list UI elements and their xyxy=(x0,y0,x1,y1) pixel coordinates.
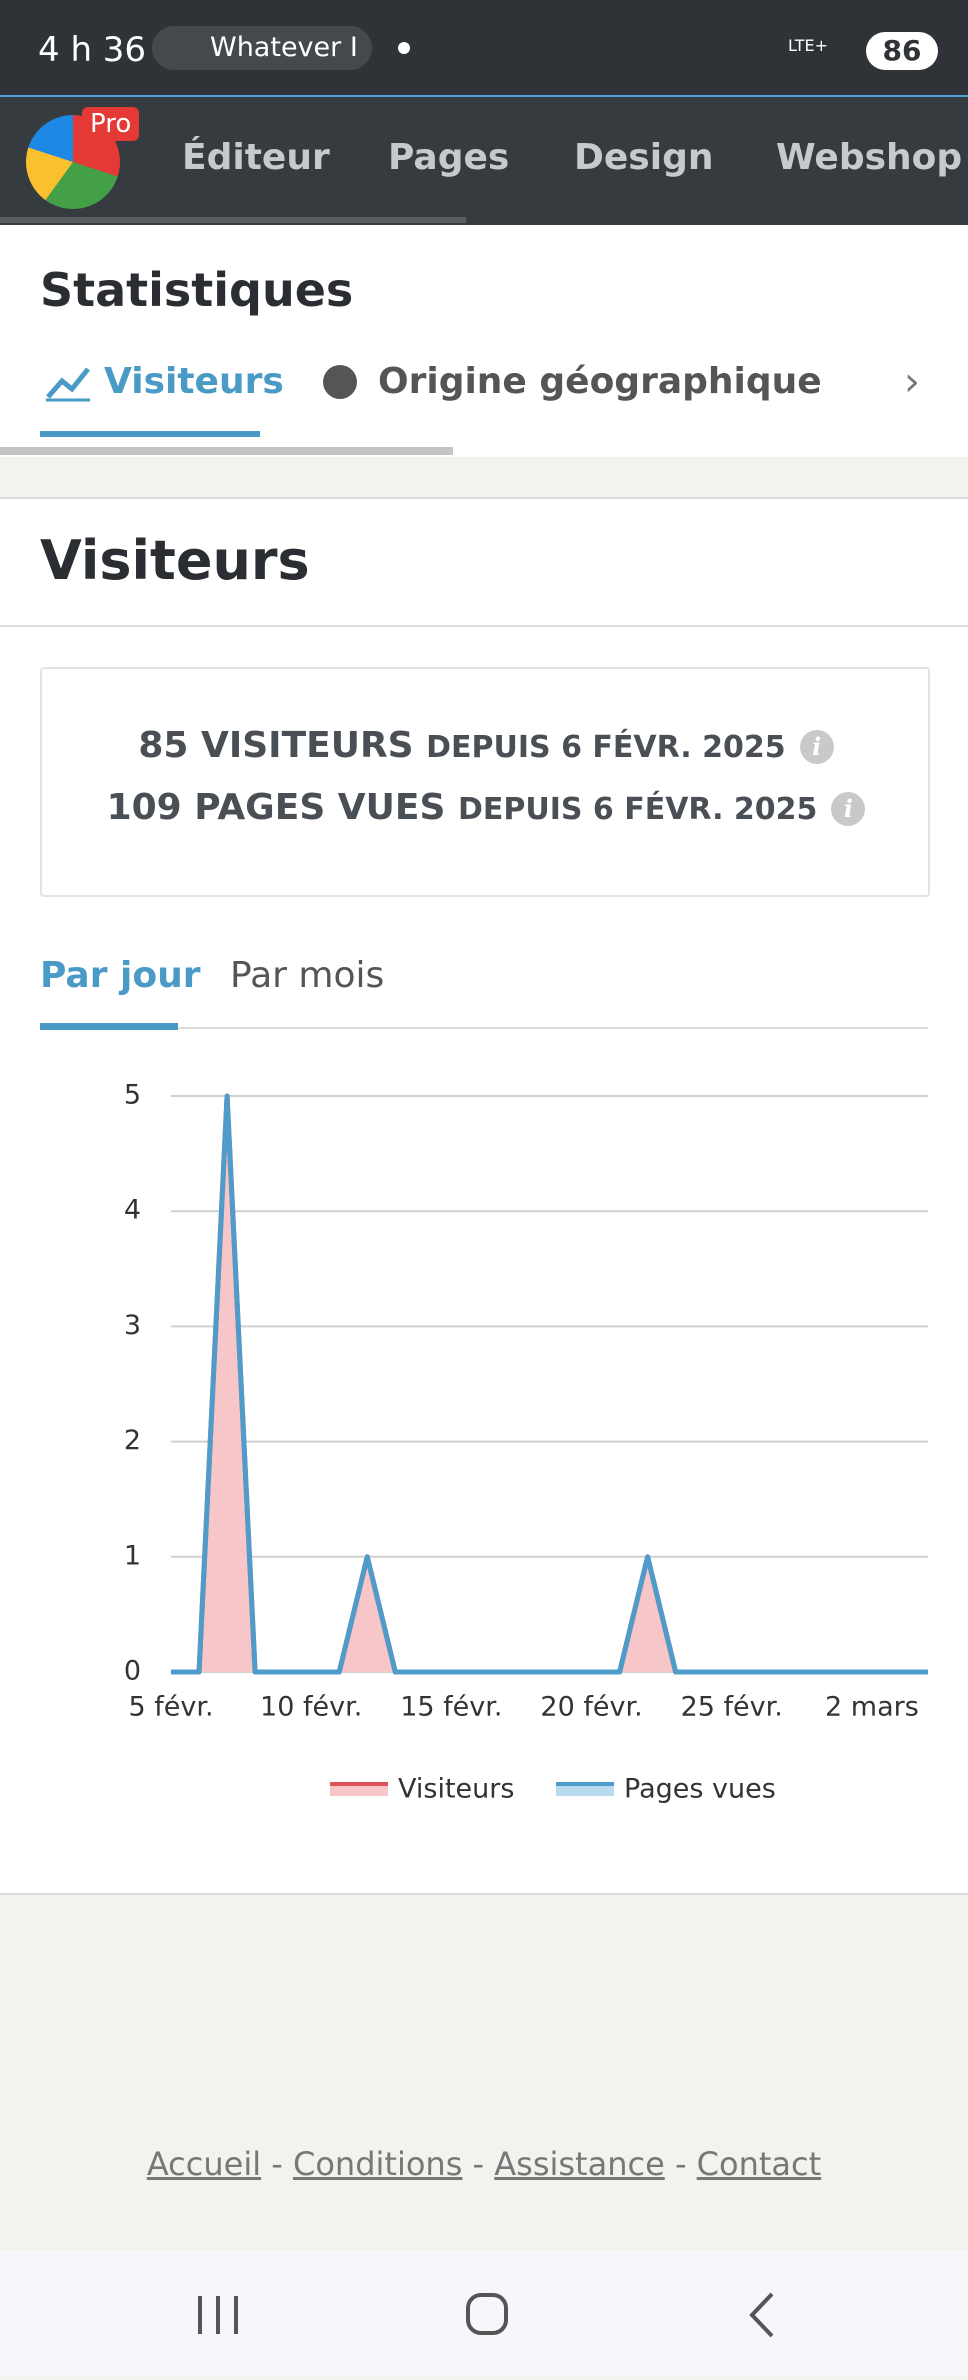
nav-item[interactable]: Pages xyxy=(388,137,510,178)
line xyxy=(171,1093,928,1675)
battery: 86 xyxy=(866,32,938,70)
summary-line: 85 VISITEURS DEPUIS 6 FÉVR. 2025 i xyxy=(42,725,930,766)
separator: - xyxy=(472,2145,485,2183)
system-buttons xyxy=(198,2292,774,2338)
info-icon[interactable]: i xyxy=(799,730,834,764)
area xyxy=(171,1096,928,1672)
network: LTE+ xyxy=(788,36,828,55)
stats-card: Visiteurs 85 VISITEURS DEPUIS 6 FÉVR. 20… xyxy=(0,497,968,1895)
scrollbar xyxy=(0,447,453,455)
nav-item[interactable]: Design xyxy=(574,137,714,178)
tab[interactable]: Visiteurs xyxy=(104,361,284,402)
period-tab[interactable]: Par jour xyxy=(40,955,201,996)
chart: 0 1 2 3 4 5 5 févr. 10 févr. 15 févr. 20 févr. 25 … xyxy=(124,1080,928,1805)
separator: - xyxy=(674,2145,687,2183)
globe-icon xyxy=(323,365,357,399)
legend-swatch xyxy=(556,1784,614,1796)
tab-icon xyxy=(46,367,90,402)
footer-link[interactable]: Conditions xyxy=(292,2145,463,2183)
legend-label: Visiteurs xyxy=(398,1774,514,1805)
x-tick-label: 20 févr. xyxy=(540,1692,642,1723)
x-tick-label: 15 févr. xyxy=(400,1692,502,1723)
footer-link[interactable]: Accueil xyxy=(146,2145,262,2183)
x-tick-label: 2 mars xyxy=(825,1692,919,1723)
y-tick-label: 5 xyxy=(124,1080,141,1111)
nav-bar: Pro Éditeur Pages Design Webshop xyxy=(0,97,968,225)
y-tick-label: 2 xyxy=(124,1425,141,1456)
footer: Accueil - Conditions - Assistance - Cont… xyxy=(0,2145,968,2183)
nav-item[interactable]: Éditeur xyxy=(182,137,330,178)
pro-badge: Pro xyxy=(82,107,140,141)
summary-line: 109 PAGES VUES DEPUIS 6 FÉVR. 2025 i xyxy=(42,787,930,828)
y-tick-label: 4 xyxy=(124,1195,141,1226)
info-icon[interactable]: i xyxy=(831,792,866,826)
period-underline xyxy=(40,1023,178,1030)
divider xyxy=(0,625,968,627)
system-nav xyxy=(0,2250,968,2376)
summary-value: 85 VISITEURS xyxy=(138,725,414,766)
x-tick-label: 5 févr. xyxy=(128,1692,213,1723)
footer-link[interactable]: Assistance xyxy=(494,2145,665,2183)
line xyxy=(171,1093,928,1675)
y-tick-label: 3 xyxy=(124,1310,141,1341)
tab[interactable]: Origine géographique xyxy=(378,361,822,402)
scroll-arrow[interactable]: › xyxy=(904,359,920,405)
summary-since: DEPUIS 6 FÉVR. 2025 xyxy=(426,730,786,765)
summary-box: 85 VISITEURS DEPUIS 6 FÉVR. 2025 i 109 PA… xyxy=(40,667,930,897)
summary-value: 109 PAGES VUES xyxy=(106,787,446,828)
summary-since: DEPUIS 6 FÉVR. 2025 xyxy=(457,792,818,827)
status-bar: 4 h 36 Whatever I LTE+ 86 xyxy=(0,0,968,97)
footer-link[interactable]: Contact xyxy=(696,2145,822,2183)
y-tick-label: 0 xyxy=(124,1656,141,1687)
x-tick-label: 10 févr. xyxy=(260,1692,362,1723)
time: 4 h 36 xyxy=(38,30,147,70)
divider xyxy=(40,1027,928,1029)
app-chip: Whatever I xyxy=(152,26,372,70)
legend-swatch xyxy=(330,1784,388,1796)
page-title: Statistiques xyxy=(40,263,354,317)
separator: - xyxy=(271,2145,283,2183)
section-title: Visiteurs xyxy=(40,529,310,592)
period-tab[interactable]: Par mois xyxy=(230,955,385,996)
y-tick-label: 1 xyxy=(124,1540,141,1571)
scrollbar xyxy=(0,217,466,223)
nav-item[interactable]: Webshop xyxy=(776,137,963,178)
x-tick-label: 25 févr. xyxy=(681,1692,783,1723)
legend-label: Pages vues xyxy=(624,1774,776,1805)
dot xyxy=(398,42,410,54)
header: Statistiques Visiteurs Origine géographi… xyxy=(0,225,968,457)
tab-underline xyxy=(40,431,260,437)
